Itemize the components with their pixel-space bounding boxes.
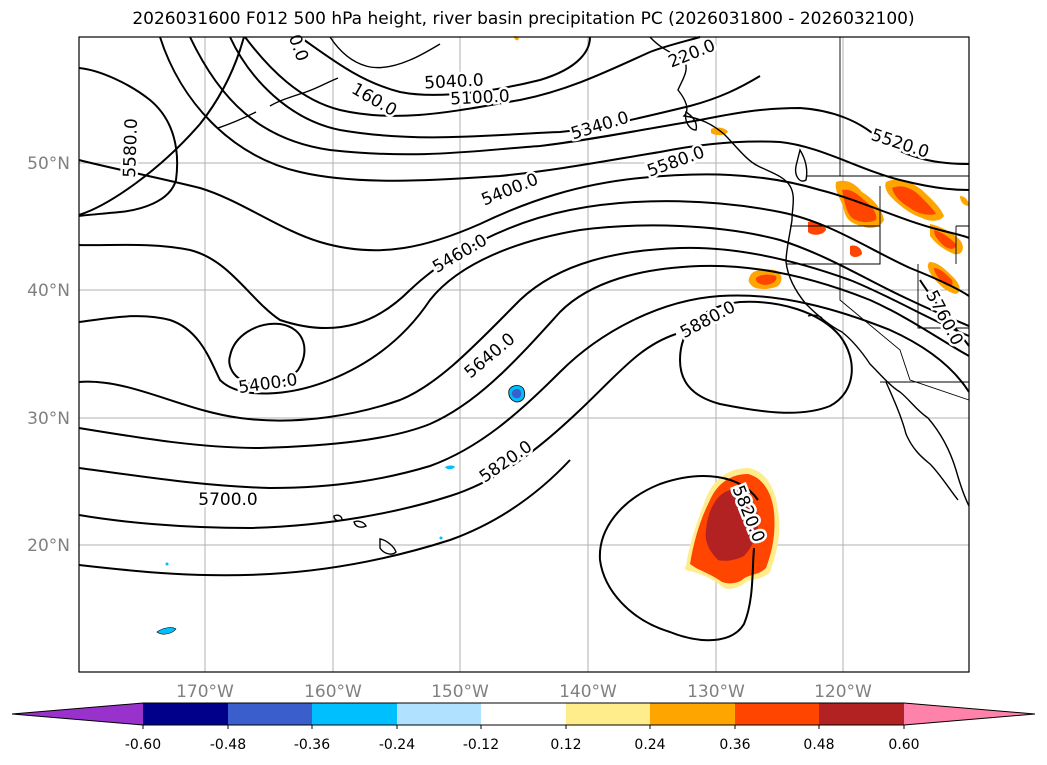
longitude-label-130w: 130°W	[687, 682, 745, 702]
colorbar-tick-label: -0.12	[463, 737, 499, 753]
idaho-montana-border	[955, 225, 969, 264]
colorbar-tick-label: -0.24	[379, 737, 415, 753]
longitude-labels: 170°W 160°W 150°W 140°W 130°W 120°W	[176, 682, 872, 702]
colorbar-ticks	[142, 725, 905, 729]
negative-precip-d	[165, 562, 169, 566]
aleutian-west	[217, 111, 257, 129]
graticule	[79, 37, 969, 672]
vancouver-island	[794, 148, 808, 182]
colorbar-tick-label: -0.48	[210, 737, 246, 753]
colorbar-segment	[397, 703, 481, 725]
colorbar-segment	[143, 703, 228, 725]
colorbar-extend-high	[904, 703, 1035, 725]
colorbar-segment	[228, 703, 312, 725]
colorbar-tick-label: 0.60	[888, 737, 919, 753]
longitude-label-160w: 160°W	[304, 682, 362, 702]
longitude-label-170w: 170°W	[176, 682, 234, 702]
contour-5820-hawaii	[598, 475, 759, 642]
latitude-label-30n: 30°N	[27, 409, 70, 429]
latitude-labels: 50°N 40°N 30°N 20°N	[27, 154, 70, 556]
haida-gwaii	[684, 110, 698, 131]
negative-precip-e	[439, 536, 443, 540]
contour-5820-south	[78, 459, 571, 577]
maui	[353, 520, 367, 528]
contour-5220	[229, 36, 761, 139]
map-title: 2026031600 F012 500 hPa height, river ba…	[132, 9, 915, 29]
colorbar-tick-label: -0.36	[294, 737, 330, 753]
contour-5400-north	[159, 36, 970, 191]
contour-5400-low	[228, 322, 306, 387]
contour-label: 5100.0	[450, 86, 510, 109]
colorbar-segment	[312, 703, 397, 725]
colorbar-tick-label: -0.60	[125, 737, 161, 753]
latitude-label-40n: 40°N	[27, 281, 70, 301]
contour-5640	[78, 246, 970, 422]
contour-5580	[78, 224, 970, 395]
hawaii-big-island	[379, 538, 397, 555]
colorbar-tick-label: 0.12	[550, 737, 581, 753]
negative-precip-a-core	[511, 389, 522, 399]
map-background	[79, 37, 969, 672]
precip-oregon-b-core	[892, 186, 936, 215]
colorbar-tick-label: 0.36	[719, 737, 750, 753]
precip-idaho-core	[934, 230, 956, 249]
precip-inland-spot	[850, 245, 862, 257]
precip-offshore-a-core	[755, 274, 777, 285]
contour-5760-east	[919, 279, 970, 347]
contour-5700	[78, 264, 970, 450]
precip-edge-spot	[960, 196, 969, 206]
contour-5460	[78, 200, 970, 329]
colorbar-segment	[735, 703, 819, 725]
contour-5760	[78, 294, 970, 490]
colorbar: -0.60 -0.48 -0.36 -0.24 -0.12 0.12 0.24 …	[11, 702, 1036, 753]
baja-california-coast	[885, 381, 959, 501]
contour-5400	[78, 159, 970, 252]
negative-precip-b	[445, 465, 455, 470]
latitude-label-50n: 50°N	[27, 154, 70, 174]
alaska-coast	[329, 36, 441, 69]
colorbar-tick-label: 0.24	[634, 737, 665, 753]
longitude-label-140w: 140°W	[559, 682, 617, 702]
map-frame	[78, 36, 970, 673]
longitude-label-120w: 120°W	[814, 682, 872, 702]
colorbar-segment	[566, 703, 650, 725]
precip-nevada-core	[934, 268, 953, 287]
contour-label: 5700.0	[198, 490, 257, 510]
longitude-label-150w: 150°W	[431, 682, 489, 702]
contour-5820	[78, 333, 677, 530]
colorbar-extend-low	[12, 703, 143, 725]
colorbar-segment	[819, 703, 904, 725]
height-contours	[78, 36, 970, 642]
precip-hawaii-high	[705, 489, 759, 561]
contour-label: 5580.0	[120, 118, 142, 178]
contour-5340	[189, 36, 970, 165]
colorbar-tick-label: 0.48	[803, 737, 834, 753]
contour-5580-low	[78, 67, 179, 217]
contour-5880	[678, 300, 853, 414]
colorbar-segment	[481, 703, 566, 725]
contour-5040	[299, 36, 591, 96]
latitude-label-20n: 20°N	[27, 536, 70, 556]
channel-islands	[807, 314, 823, 319]
negative-precip-c	[156, 627, 177, 635]
colorbar-segment	[650, 703, 735, 725]
precip-oregon-a-core	[842, 189, 877, 223]
contour-5100	[244, 36, 701, 117]
contour-west-5460	[78, 36, 245, 216]
